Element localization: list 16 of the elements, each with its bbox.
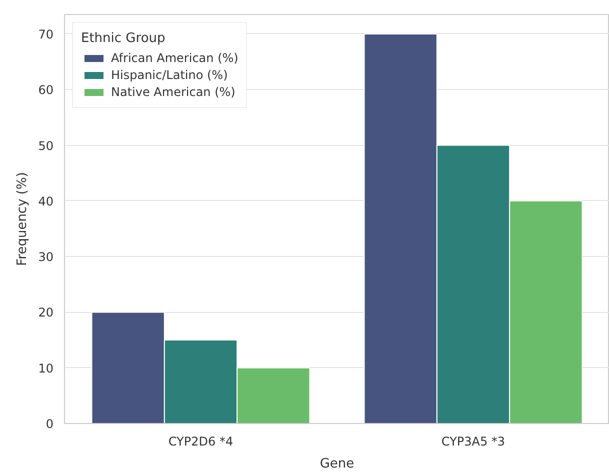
legend-title: Ethnic Group	[81, 31, 166, 46]
y-tick-label: 70	[38, 27, 54, 42]
y-tick-label: 10	[38, 361, 54, 376]
y-tick-label: 20	[38, 306, 54, 320]
y-tick-label: 30	[38, 250, 54, 264]
x-tick-label: CYP3A5 *3	[441, 434, 506, 448]
y-axis-title: Frequency (%)	[15, 172, 30, 266]
y-tick-label: 60	[38, 83, 54, 98]
y-tick-label: 40	[38, 194, 54, 208]
legend-label: African American (%)	[111, 51, 238, 65]
y-tick-label: 0	[46, 417, 54, 431]
x-tick-label: CYP2D6 *4	[168, 434, 234, 448]
y-tick-label: 50	[38, 138, 54, 153]
legend-label: Native American (%)	[111, 85, 236, 99]
legend-label: Hispanic/Latino (%)	[111, 68, 228, 82]
x-axis-title: Gene	[320, 456, 354, 472]
